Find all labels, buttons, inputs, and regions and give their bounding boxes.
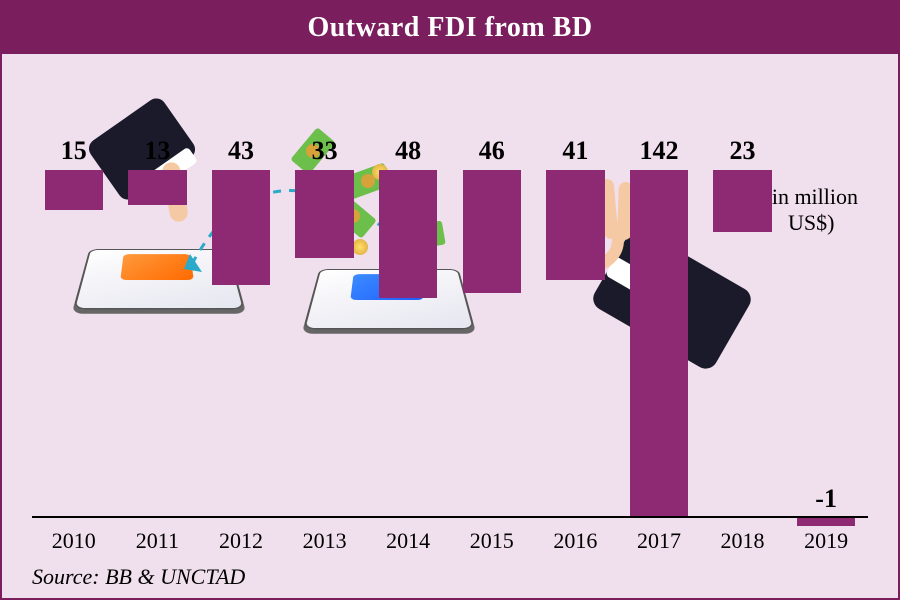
x-axis-label: 2017 bbox=[617, 528, 701, 554]
bar-value-label: 43 bbox=[228, 136, 254, 166]
bar-slot: 23 bbox=[701, 136, 785, 516]
chart-title: Outward FDI from BD bbox=[2, 2, 898, 54]
x-axis-labels: 2010201120122013201420152016201720182019 bbox=[32, 528, 868, 554]
chart-area: (in million US$) bbox=[2, 54, 898, 598]
bar bbox=[379, 170, 438, 298]
bar-slot: 142 bbox=[617, 136, 701, 516]
bar bbox=[212, 170, 271, 285]
bar-value-label: 48 bbox=[395, 136, 421, 166]
bar-value-label: 46 bbox=[479, 136, 505, 166]
bar-slot: 46 bbox=[450, 136, 534, 516]
bar bbox=[128, 170, 187, 205]
bars-container: 15 13 43 33 48 46 41 142 23 -1 bbox=[32, 136, 868, 518]
source-label: Source: BB & UNCTAD bbox=[32, 564, 245, 590]
bar bbox=[295, 170, 354, 258]
bar-slot: 33 bbox=[283, 136, 367, 516]
bar-value-label: -1 bbox=[815, 484, 837, 514]
x-axis-label: 2019 bbox=[784, 528, 868, 554]
bar-value-label: 142 bbox=[639, 136, 678, 166]
bar bbox=[797, 518, 856, 526]
bar-slot: -1 bbox=[784, 136, 868, 516]
x-axis-label: 2011 bbox=[116, 528, 200, 554]
bar-slot: 43 bbox=[199, 136, 283, 516]
chart-frame: Outward FDI from BD (in million US$) bbox=[0, 0, 900, 600]
bar bbox=[630, 170, 689, 516]
x-axis-label: 2013 bbox=[283, 528, 367, 554]
bar bbox=[546, 170, 605, 280]
bar-value-label: 33 bbox=[312, 136, 338, 166]
bar bbox=[713, 170, 772, 232]
bar-slot: 15 bbox=[32, 136, 116, 516]
bar bbox=[463, 170, 522, 293]
x-axis-label: 2014 bbox=[366, 528, 450, 554]
x-axis-label: 2015 bbox=[450, 528, 534, 554]
x-axis-label: 2018 bbox=[701, 528, 785, 554]
x-axis-label: 2010 bbox=[32, 528, 116, 554]
bar-value-label: 15 bbox=[61, 136, 87, 166]
x-axis-label: 2016 bbox=[534, 528, 618, 554]
bar-value-label: 41 bbox=[562, 136, 588, 166]
bar-slot: 48 bbox=[366, 136, 450, 516]
bar-value-label: 23 bbox=[730, 136, 756, 166]
bar-value-label: 13 bbox=[144, 136, 170, 166]
bar-slot: 41 bbox=[534, 136, 618, 516]
x-axis-label: 2012 bbox=[199, 528, 283, 554]
bar-slot: 13 bbox=[116, 136, 200, 516]
bar bbox=[45, 170, 104, 210]
